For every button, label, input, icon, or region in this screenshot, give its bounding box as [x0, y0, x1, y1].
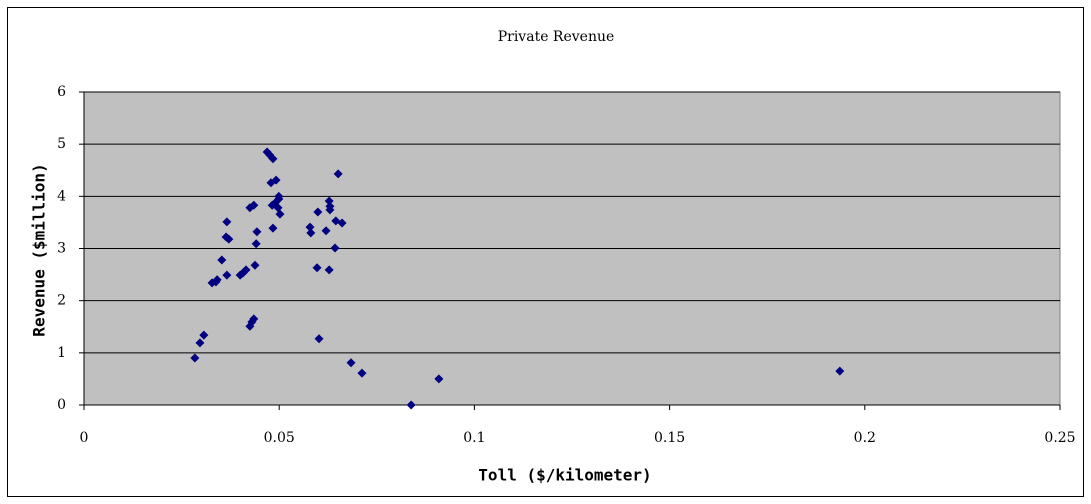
chart-title: Private Revenue	[498, 29, 615, 45]
scatter-point	[241, 265, 251, 275]
scatter-point	[199, 330, 209, 340]
scatter-point	[313, 207, 323, 217]
scatter-point	[252, 227, 262, 237]
scatter-point	[247, 317, 257, 327]
scatter-point	[268, 154, 278, 164]
scatter-point	[835, 366, 845, 376]
y-tick-label: 2	[57, 293, 66, 309]
scatter-point	[222, 270, 232, 280]
scatter-point	[217, 255, 227, 265]
scatter-point	[275, 209, 285, 219]
scatter-point	[274, 194, 284, 204]
scatter-point	[224, 234, 234, 244]
y-tick-label: 0	[57, 397, 66, 413]
scatter-point	[195, 338, 205, 348]
y-axis-title: Revenue ($million)	[30, 163, 49, 336]
x-tick-label: 0.2	[854, 430, 876, 446]
x-tick-label: 0	[80, 430, 89, 446]
x-tick-label: 0.05	[264, 430, 295, 446]
y-tick-label: 3	[57, 241, 66, 257]
scatter-point	[406, 400, 416, 410]
x-tick-label: 0.25	[1044, 430, 1075, 446]
scatter-point	[249, 200, 259, 210]
y-tick-label: 6	[57, 84, 66, 100]
x-tick-label: 0.15	[654, 430, 685, 446]
scatter-point	[357, 368, 367, 378]
scatter-point	[190, 353, 200, 363]
y-tick-label: 4	[57, 188, 66, 204]
x-tick-label: 0.1	[463, 430, 485, 446]
scatter-point	[330, 243, 340, 253]
scatter-point	[333, 169, 343, 179]
y-tick-label: 1	[57, 345, 66, 361]
scatter-point	[251, 239, 261, 249]
scatter-point	[249, 314, 259, 324]
scatter-point	[325, 205, 335, 215]
scatter-point	[271, 175, 281, 185]
x-axis-title: Toll ($/kilometer)	[478, 466, 651, 485]
scatter-point	[305, 222, 315, 232]
scatter-point	[321, 226, 331, 236]
scatter-point	[434, 374, 444, 384]
scatter-point	[337, 218, 347, 228]
scatter-point	[222, 217, 232, 227]
scatter-point	[212, 275, 222, 285]
scatter-point	[312, 263, 322, 273]
scatter-point	[324, 265, 334, 275]
scatter-point	[346, 358, 356, 368]
scatter-point	[268, 223, 278, 233]
scatter-point	[250, 260, 260, 270]
scatter-point	[306, 228, 316, 238]
y-tick-label: 5	[57, 136, 66, 152]
scatter-point	[314, 334, 324, 344]
